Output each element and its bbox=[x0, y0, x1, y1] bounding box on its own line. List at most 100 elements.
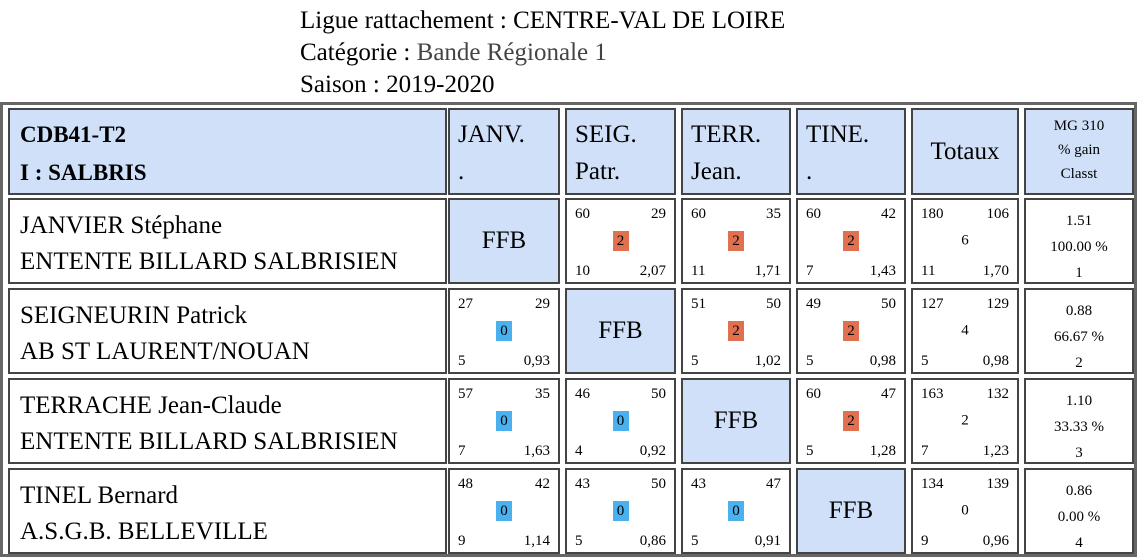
player-club: ENTENTE BILLARD SALBRISIEN bbox=[20, 248, 398, 275]
column-header-line1: JANV. bbox=[458, 121, 525, 148]
saison-value: 2019-2020 bbox=[386, 71, 495, 98]
column-header-line2: Patr. bbox=[575, 158, 621, 185]
match-cell: 43 50 0 5 0,86 bbox=[565, 468, 676, 554]
totals-cell: 134 139 0 9 0,96 bbox=[911, 468, 1019, 554]
player-cell: TERRACHE Jean-Claude ENTENTE BILLARD SALB… bbox=[8, 378, 447, 464]
points-win-badge: 2 bbox=[728, 231, 744, 251]
match-average: 0,92 bbox=[639, 443, 666, 459]
match-score: 46 bbox=[575, 386, 590, 402]
general-average: 1.51 bbox=[1065, 213, 1093, 229]
match-innings: 5 bbox=[806, 353, 814, 369]
match-score: 51 bbox=[691, 296, 706, 312]
stats-cell: 1.10 33.33 % 3 bbox=[1024, 378, 1134, 464]
total-opponent-points: 129 bbox=[986, 296, 1010, 312]
match-innings: 5 bbox=[806, 443, 814, 459]
total-points: 180 bbox=[921, 206, 944, 222]
ffb-cell: FFB bbox=[681, 378, 791, 464]
opponent-score: 47 bbox=[766, 476, 781, 492]
ffb-cell: FFB bbox=[796, 468, 906, 554]
totals-cell: 180 106 6 11 1,70 bbox=[911, 198, 1019, 284]
ffb-cell: FFB bbox=[448, 198, 560, 284]
page-header: Ligue rattachement : CENTRE-VAL DE LOIRE… bbox=[300, 5, 785, 101]
column-header: TERR. Jean. bbox=[681, 108, 791, 195]
total-innings: 5 bbox=[921, 353, 929, 369]
match-innings: 4 bbox=[575, 443, 583, 459]
player-name: JANVIER Stéphane bbox=[20, 212, 223, 239]
total-opponent-points: 106 bbox=[986, 206, 1010, 222]
opponent-score: 35 bbox=[535, 386, 550, 402]
match-cell: 60 29 2 10 2,07 bbox=[565, 198, 676, 284]
player-cell: JANVIER Stéphane ENTENTE BILLARD SALBRISI… bbox=[8, 198, 447, 284]
total-points: 134 bbox=[921, 476, 944, 492]
win-percentage: 33.33 % bbox=[1054, 419, 1104, 435]
total-innings: 7 bbox=[921, 443, 929, 459]
match-cell: 49 50 2 5 0,98 bbox=[796, 288, 906, 374]
ranking: 3 bbox=[1075, 445, 1083, 461]
opponent-score: 35 bbox=[766, 206, 781, 222]
total-innings: 11 bbox=[921, 263, 936, 279]
column-header-line1: TINE. bbox=[806, 121, 870, 148]
points-loss-badge: 0 bbox=[496, 501, 512, 521]
ranking: 1 bbox=[1075, 265, 1083, 281]
ranking: 4 bbox=[1075, 535, 1083, 551]
match-cell: 60 47 2 5 1,28 bbox=[796, 378, 906, 464]
total-points: 163 bbox=[921, 386, 944, 402]
opponent-score: 42 bbox=[535, 476, 550, 492]
total-average: 0,96 bbox=[982, 533, 1009, 549]
match-innings: 5 bbox=[458, 353, 466, 369]
total-match-points: 6 bbox=[961, 232, 969, 249]
player-cell: TINEL Bernard A.S.G.B. BELLEVILLE bbox=[8, 468, 447, 554]
ligue-label: Ligue rattachement : bbox=[300, 7, 507, 34]
team-code: CDB41-T2 bbox=[20, 122, 127, 147]
match-score: 60 bbox=[691, 206, 706, 222]
total-average: 1,23 bbox=[982, 443, 1009, 459]
opponent-score: 50 bbox=[766, 296, 781, 312]
total-average: 1,70 bbox=[982, 263, 1009, 279]
points-loss-badge: 0 bbox=[496, 321, 512, 341]
win-percentage: 66.67 % bbox=[1054, 329, 1104, 345]
totaux-header: Totaux bbox=[911, 108, 1019, 195]
column-header-line2: . bbox=[458, 158, 465, 185]
match-cell: 60 42 2 7 1,43 bbox=[796, 198, 906, 284]
match-score: 48 bbox=[458, 476, 473, 492]
match-average: 1,02 bbox=[754, 353, 781, 369]
match-innings: 5 bbox=[691, 533, 699, 549]
categorie-value: Bande Régionale 1 bbox=[416, 39, 607, 66]
column-header: SEIG. Patr. bbox=[565, 108, 676, 195]
column-header: TINE.. bbox=[796, 108, 906, 195]
general-average: 0.86 bbox=[1065, 483, 1093, 499]
match-score: 57 bbox=[458, 386, 473, 402]
match-innings: 5 bbox=[691, 353, 699, 369]
match-cell: 57 35 0 7 1,63 bbox=[448, 378, 560, 464]
points-loss-badge: 0 bbox=[612, 501, 629, 521]
match-cell: 27 29 0 5 0,93 bbox=[448, 288, 560, 374]
stats-cell: 1.51 100.00 % 1 bbox=[1024, 198, 1134, 284]
match-cell: 46 50 0 4 0,92 bbox=[565, 378, 676, 464]
match-average: 0,98 bbox=[869, 353, 896, 369]
ranking: 2 bbox=[1075, 355, 1083, 371]
match-score: 27 bbox=[458, 296, 473, 312]
categorie-line: Catégorie : Bande Régionale 1 bbox=[300, 37, 785, 69]
match-score: 60 bbox=[575, 206, 590, 222]
match-average: 0,93 bbox=[523, 353, 550, 369]
player-club: ENTENTE BILLARD SALBRISIEN bbox=[20, 428, 398, 455]
column-header-line2: . bbox=[806, 158, 813, 185]
total-opponent-points: 132 bbox=[986, 386, 1010, 402]
total-opponent-points: 139 bbox=[986, 476, 1010, 492]
general-average: 1.10 bbox=[1065, 393, 1093, 409]
team-header-cell: CDB41-T2 I : SALBRIS bbox=[8, 108, 447, 195]
opponent-score: 50 bbox=[651, 476, 666, 492]
points-win-badge: 2 bbox=[612, 231, 629, 251]
player-name: TERRACHE Jean-Claude bbox=[20, 392, 282, 419]
opponent-score: 29 bbox=[651, 206, 666, 222]
match-average: 0,86 bbox=[639, 533, 666, 549]
match-average: 0,91 bbox=[754, 533, 781, 549]
match-average: 1,71 bbox=[754, 263, 781, 279]
match-innings: 7 bbox=[806, 263, 814, 279]
win-percentage: 0.00 % bbox=[1057, 509, 1101, 525]
match-innings: 10 bbox=[575, 263, 590, 279]
team-name: I : SALBRIS bbox=[20, 160, 147, 185]
total-average: 0,98 bbox=[982, 353, 1009, 369]
mg-header: MG 310 % gain Classt bbox=[1024, 108, 1134, 195]
win-percentage: 100.00 % bbox=[1050, 239, 1108, 255]
